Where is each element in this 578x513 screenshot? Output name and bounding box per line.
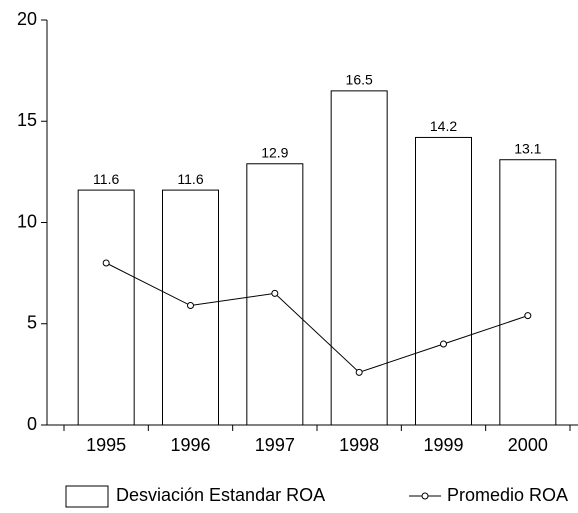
marker	[187, 302, 194, 310]
y-tick-label: 5	[27, 313, 37, 333]
legend-label: Promedio ROA	[447, 485, 568, 505]
legend-swatch	[421, 492, 429, 500]
legend-label: Desviación Estandar ROA	[116, 485, 325, 505]
y-tick-label: 20	[17, 9, 37, 29]
x-tick-label: 1997	[255, 435, 295, 455]
value-label: 11.6	[177, 171, 203, 187]
y-tick-label: 10	[17, 211, 37, 231]
x-tick-label: 1999	[423, 435, 463, 455]
bar	[77, 189, 135, 426]
x-tick-label: 1995	[86, 435, 126, 455]
bar	[415, 136, 472, 426]
value-label: 14.2	[430, 118, 457, 134]
y-tick-label: 0	[27, 414, 37, 434]
x-tick-label: 2000	[508, 435, 548, 455]
x-tick-label: 1996	[170, 435, 210, 455]
marker	[440, 340, 447, 348]
x-tick-label: 1998	[339, 435, 379, 455]
y-tick-label: 15	[17, 110, 37, 130]
line	[105, 262, 528, 373]
marker	[355, 368, 363, 376]
value-label: 13.1	[514, 140, 541, 156]
bar	[499, 159, 557, 426]
marker	[524, 312, 532, 320]
marker	[271, 289, 279, 297]
value-label: 12.9	[261, 144, 288, 160]
value-label: 16.5	[346, 72, 373, 88]
marker	[102, 259, 110, 267]
value-label: 11.6	[93, 171, 119, 187]
legend-swatch	[65, 485, 109, 508]
